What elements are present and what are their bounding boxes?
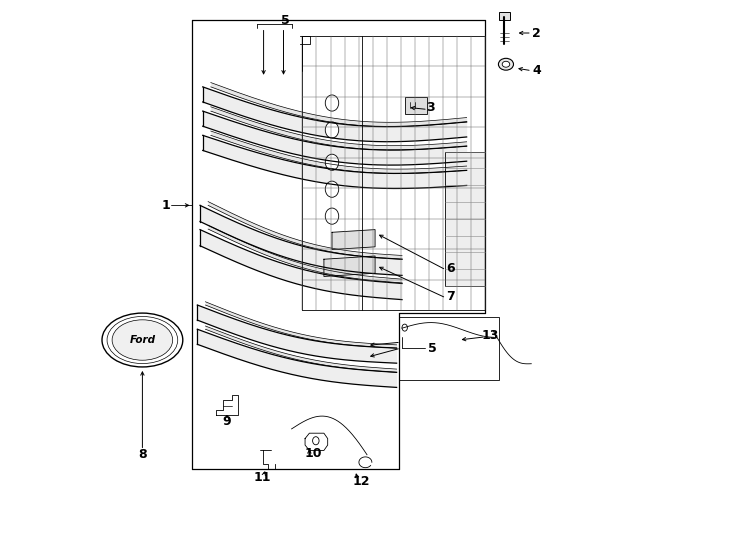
Ellipse shape xyxy=(325,122,338,138)
Ellipse shape xyxy=(402,324,407,331)
Polygon shape xyxy=(332,230,375,249)
Text: 9: 9 xyxy=(222,415,231,428)
Text: 12: 12 xyxy=(353,475,371,488)
Polygon shape xyxy=(324,256,375,276)
Ellipse shape xyxy=(325,181,338,197)
Text: 5: 5 xyxy=(281,14,289,27)
Bar xyxy=(399,317,499,380)
Ellipse shape xyxy=(102,313,183,367)
Text: 8: 8 xyxy=(138,448,147,461)
Ellipse shape xyxy=(313,437,319,445)
Text: 2: 2 xyxy=(532,26,541,39)
Ellipse shape xyxy=(325,95,338,111)
Ellipse shape xyxy=(498,58,514,70)
Ellipse shape xyxy=(107,316,178,363)
Bar xyxy=(445,152,485,286)
Bar xyxy=(404,97,427,114)
Text: 11: 11 xyxy=(253,471,271,484)
Text: 7: 7 xyxy=(446,291,455,303)
Ellipse shape xyxy=(112,320,172,360)
Ellipse shape xyxy=(325,208,338,224)
Text: 3: 3 xyxy=(426,101,435,114)
Text: 13: 13 xyxy=(481,329,498,342)
Text: 6: 6 xyxy=(446,262,455,275)
Text: 1: 1 xyxy=(161,199,170,212)
Text: 5: 5 xyxy=(429,342,437,355)
Text: 10: 10 xyxy=(305,447,322,460)
Ellipse shape xyxy=(325,154,338,170)
Bar xyxy=(499,12,509,19)
Ellipse shape xyxy=(502,61,509,67)
Text: 4: 4 xyxy=(532,64,541,77)
Text: Ford: Ford xyxy=(129,335,156,345)
